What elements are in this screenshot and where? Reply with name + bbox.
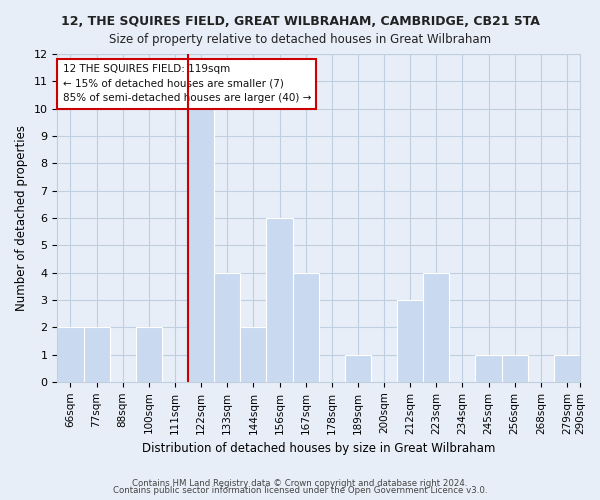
Bar — [397, 300, 423, 382]
Bar — [293, 272, 319, 382]
Bar — [188, 108, 214, 382]
Y-axis label: Number of detached properties: Number of detached properties — [15, 125, 28, 311]
Bar — [58, 327, 83, 382]
Text: Contains HM Land Registry data © Crown copyright and database right 2024.: Contains HM Land Registry data © Crown c… — [132, 478, 468, 488]
Bar — [345, 354, 371, 382]
X-axis label: Distribution of detached houses by size in Great Wilbraham: Distribution of detached houses by size … — [142, 442, 496, 455]
Text: Contains public sector information licensed under the Open Government Licence v3: Contains public sector information licen… — [113, 486, 487, 495]
Bar — [266, 218, 293, 382]
Bar — [241, 327, 266, 382]
Bar — [83, 327, 110, 382]
Text: 12, THE SQUIRES FIELD, GREAT WILBRAHAM, CAMBRIDGE, CB21 5TA: 12, THE SQUIRES FIELD, GREAT WILBRAHAM, … — [61, 15, 539, 28]
Bar — [475, 354, 502, 382]
Bar — [423, 272, 449, 382]
Bar — [136, 327, 162, 382]
Text: 12 THE SQUIRES FIELD: 119sqm
← 15% of detached houses are smaller (7)
85% of sem: 12 THE SQUIRES FIELD: 119sqm ← 15% of de… — [62, 64, 311, 104]
Bar — [502, 354, 528, 382]
Text: Size of property relative to detached houses in Great Wilbraham: Size of property relative to detached ho… — [109, 32, 491, 46]
Bar — [214, 272, 241, 382]
Bar — [554, 354, 580, 382]
